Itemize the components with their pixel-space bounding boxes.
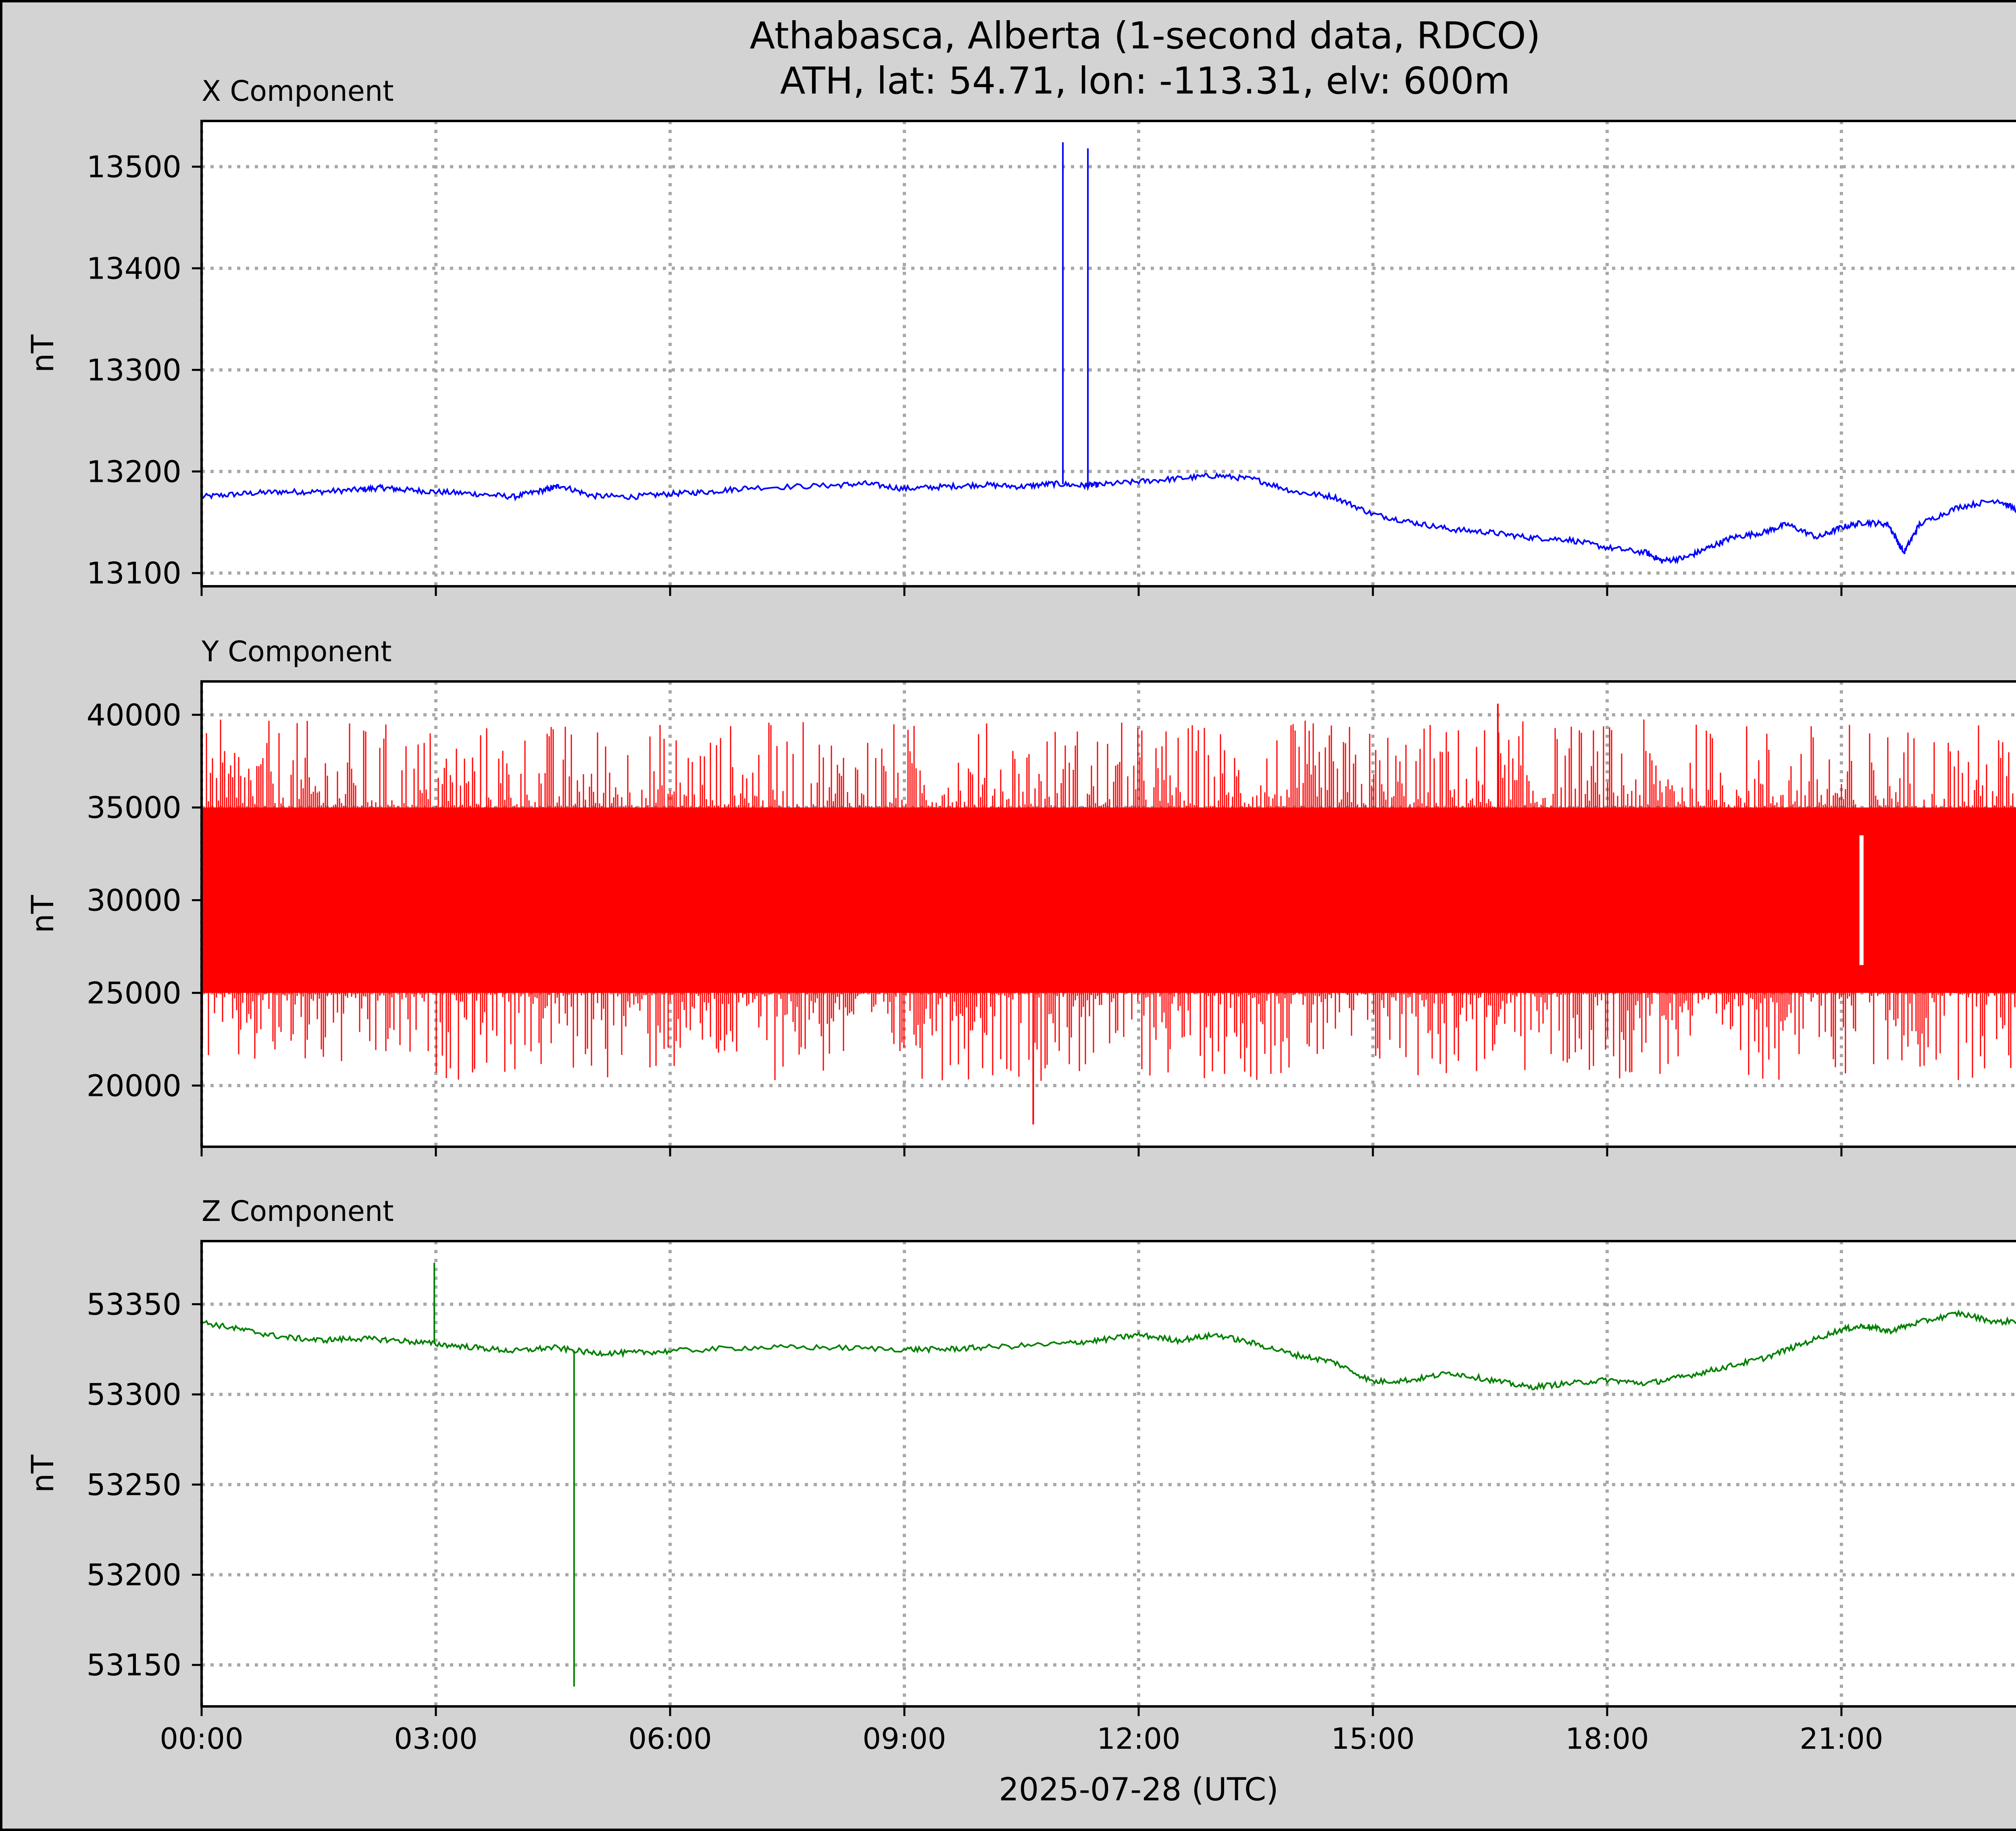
z-component-y-axis-label: nT (25, 1454, 60, 1493)
x-component-panel: 13100 13200 13300 13400 13500 X Component nT (25, 75, 2016, 596)
y-component-data-gap (1859, 835, 1864, 965)
x-tick-label: 09:00 (862, 1722, 946, 1756)
x-tick-label: 18:00 (1565, 1722, 1649, 1756)
z-component-y-tick-label: 53300 (87, 1377, 181, 1412)
y-component-noise-band (202, 807, 2016, 993)
x-tick-label: 21:00 (1799, 1722, 1883, 1756)
x-component-y-tick-label: 13100 (87, 556, 181, 591)
z-component-title: Z Component (202, 1195, 394, 1228)
figure-title-line1: Athabasca, Alberta (1-second data, RDCO) (750, 14, 1540, 57)
x-component-y-tick-label: 13500 (87, 150, 181, 184)
x-component-y-tick-label: 13400 (87, 251, 181, 286)
z-component-frame (200, 1240, 2016, 1708)
x-component-y-tick-label: 13300 (87, 353, 181, 387)
z-component-plot-area (202, 1241, 2016, 1706)
y-component-y-tick-label: 30000 (87, 883, 181, 918)
y-component-y-tick-label: 20000 (87, 1069, 181, 1103)
x-axis-label: 2025-07-28 (UTC) (999, 1772, 1279, 1808)
y-component-y-tick-label: 25000 (87, 976, 181, 1010)
z-component-y-tick-label: 53150 (87, 1648, 181, 1683)
z-component-series-line (201, 1309, 2016, 1391)
y-component-y-axis-label: nT (25, 895, 60, 933)
x-tick-label: 00:00 (160, 1722, 244, 1756)
x-tick-label: 15:00 (1331, 1722, 1415, 1756)
y-component-frame (200, 680, 2016, 1148)
y-component-title: Y Component (201, 635, 392, 668)
x-component-series-line (201, 472, 2016, 565)
y-component-panel: 20000 25000 30000 35000 40000 Y Component nT (25, 635, 2016, 1156)
x-tick-label: 06:00 (628, 1722, 712, 1756)
y-component-y-tick-label: 35000 (87, 791, 181, 825)
figure-title-line2: ATH, lat: 54.71, lon: -113.31, elv: 600m (780, 59, 1510, 102)
z-component-y-tick-label: 53250 (87, 1468, 181, 1502)
x-component-plot-area (202, 121, 2016, 586)
x-component-title: X Component (202, 75, 394, 108)
z-component-panel: 00:00 03:00 06:00 09:00 12:00 15:00 18:00 21:00… (25, 1195, 2016, 1756)
z-component-y-tick-label: 53350 (87, 1287, 181, 1322)
x-component-frame (200, 120, 2016, 587)
y-component-y-tick-label: 40000 (87, 698, 181, 733)
z-component-y-tick-label: 53200 (87, 1558, 181, 1592)
x-component-y-tick-label: 13200 (87, 454, 181, 489)
x-tick-label: 12:00 (1097, 1722, 1181, 1756)
x-component-y-axis-label: nT (25, 334, 60, 373)
x-tick-label: 03:00 (394, 1722, 478, 1756)
